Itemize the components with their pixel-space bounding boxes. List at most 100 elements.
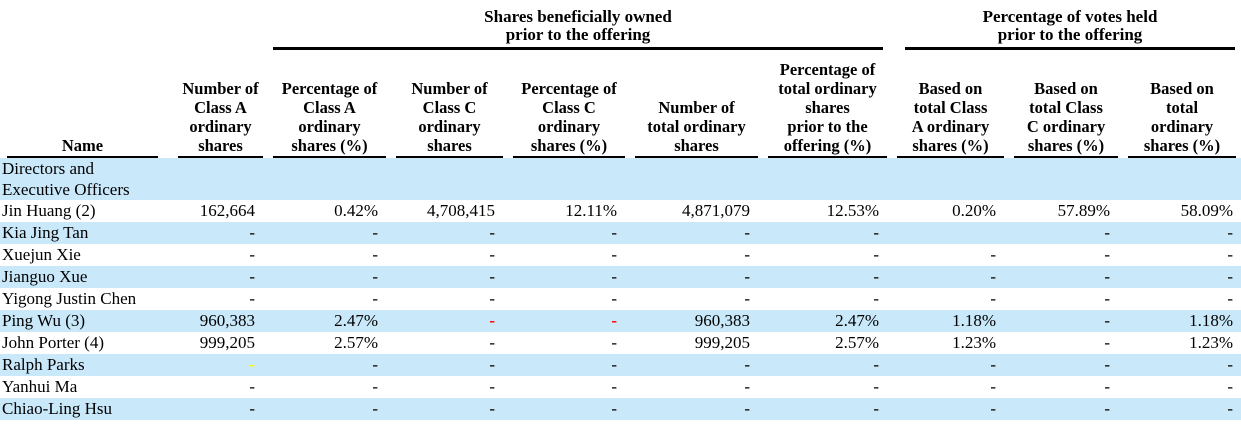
column-header-pct-class-c: Percentage of Class C ordinary shares (%… [503,50,625,158]
table-row-jin-huang: Jin Huang (2) 162,664 0.42% 4,708,415 12… [0,200,1241,222]
cell-value: - [386,354,503,376]
cell-value: - [489,245,495,264]
cell-value: - [625,354,758,376]
cell-value-empty [887,222,1004,244]
cell-value: - [887,266,1004,288]
cell-value: - [611,289,617,308]
cell-value: - [758,222,887,244]
cell-value: - [873,289,879,308]
cell-value: - [744,289,750,308]
column-header-row: Name Number of Class A ordinary shares P… [0,50,1241,158]
cell-value: 0.42% [334,201,378,220]
cell-value: 1.23% [1189,333,1233,352]
table-row-yanhui-ma: Yanhui Ma - - - - - - - - - [0,376,1241,398]
cell-value: - [263,398,386,420]
group-header-spacer [0,4,263,50]
group-header-votes-held-label: Percentage of votes held prior to the of… [905,8,1235,50]
cell-value: - [249,289,255,308]
cell-value: - [744,377,750,396]
cell-value: - [1118,398,1241,420]
table-row-ping-wu: Ping Wu (3) 960,383 2.47% - - 960,383 2.… [0,310,1241,332]
cell-value: - [990,289,996,308]
cell-value: - [1004,398,1118,420]
cell-name: John Porter (4) [2,333,104,352]
column-header-num-class-a: Number of Class A ordinary shares [168,50,263,158]
cell-value: - [744,245,750,264]
cell-value: 12.11% [565,201,617,220]
cell-value: 4,871,079 [682,201,750,220]
cell-value: - [1104,333,1110,352]
cell-value: - [1227,245,1233,264]
table-row-xuejun-xie: Xuejun Xie - - - - - - - - - [0,244,1241,266]
cell-value: 58.09% [1180,201,1233,220]
cell-value: - [625,266,758,288]
cell-value: - [990,377,996,396]
cell-value: - [1004,354,1118,376]
cell-value: 162,664 [199,201,255,220]
cell-value: - [372,289,378,308]
cell-value: - [503,354,625,376]
cell-name: Jianguo Xue [0,266,168,288]
table-row-kia-jing-tan: Kia Jing Tan - - - - - - - - [0,222,1241,244]
cell-name: Chiao-Ling Hsu [0,398,168,420]
table-row-chiao-ling-hsu: Chiao-Ling Hsu - - - - - - - - - [0,398,1241,420]
cell-value: 960,383 [168,310,263,332]
cell-value: - [372,377,378,396]
cell-value: - [758,266,887,288]
cell-value: - [263,222,386,244]
cell-value: - [249,245,255,264]
section-row-label: Directors and Executive Officers [0,158,1241,200]
cell-value: 999,205 [694,333,750,352]
column-header-num-total: Number of total ordinary shares [625,50,758,158]
cell-value: - [386,398,503,420]
cell-value: - [1004,266,1118,288]
cell-value: 57.89% [1057,201,1110,220]
cell-value: - [1118,222,1241,244]
column-header-votes-class-c: Based on total Class C ordinary shares (… [1004,50,1118,158]
cell-value: - [386,222,503,244]
cell-value: - [263,354,386,376]
cell-value: - [873,245,879,264]
cell-value: - [611,377,617,396]
cell-value-red-dash: - [503,310,625,332]
cell-name: Kia Jing Tan [0,222,168,244]
table-row-ralph-parks: Ralph Parks - - - - - - - - - [0,354,1241,376]
cell-value: - [168,398,263,420]
cell-value: - [489,377,495,396]
cell-value: 2.57% [334,333,378,352]
cell-value: - [489,333,495,352]
cell-value: - [1104,377,1110,396]
cell-value: - [873,377,879,396]
cell-value: - [503,398,625,420]
table-row-jianguo-xue: Jianguo Xue - - - - - - - - - [0,266,1241,288]
cell-value: - [1118,354,1241,376]
cell-value: - [1104,289,1110,308]
cell-value: - [611,333,617,352]
cell-value: - [372,245,378,264]
cell-name: Yanhui Ma [2,377,78,396]
cell-value: - [503,222,625,244]
cell-value: - [503,266,625,288]
cell-value: - [168,222,263,244]
cell-value: - [611,245,617,264]
cell-value: - [386,266,503,288]
cell-value: - [887,354,1004,376]
cell-value: 999,205 [199,333,255,352]
cell-value: - [990,245,996,264]
group-header-votes-held: Percentage of votes held prior to the of… [887,4,1241,50]
cell-value: - [249,377,255,396]
cell-value: 960,383 [625,310,758,332]
column-header-votes-total: Based on total ordinary shares (%) [1118,50,1241,158]
section-row-directors: Directors and Executive Officers [0,158,1241,200]
table-row-john-porter: John Porter (4) 999,205 2.57% - - 999,20… [0,332,1241,354]
cell-name: Jin Huang (2) [2,201,96,220]
table-row-yigong-justin-chen: Yigong Justin Chen - - - - - - - - - [0,288,1241,310]
column-header-name: Name [0,50,168,158]
cell-name: Xuejun Xie [2,245,81,264]
cell-value-yellow-dash: - [168,354,263,376]
cell-value: - [1004,310,1118,332]
cell-value: - [1104,245,1110,264]
cell-name: Ralph Parks [0,354,168,376]
cell-value: - [625,222,758,244]
cell-value: 0.20% [952,201,996,220]
